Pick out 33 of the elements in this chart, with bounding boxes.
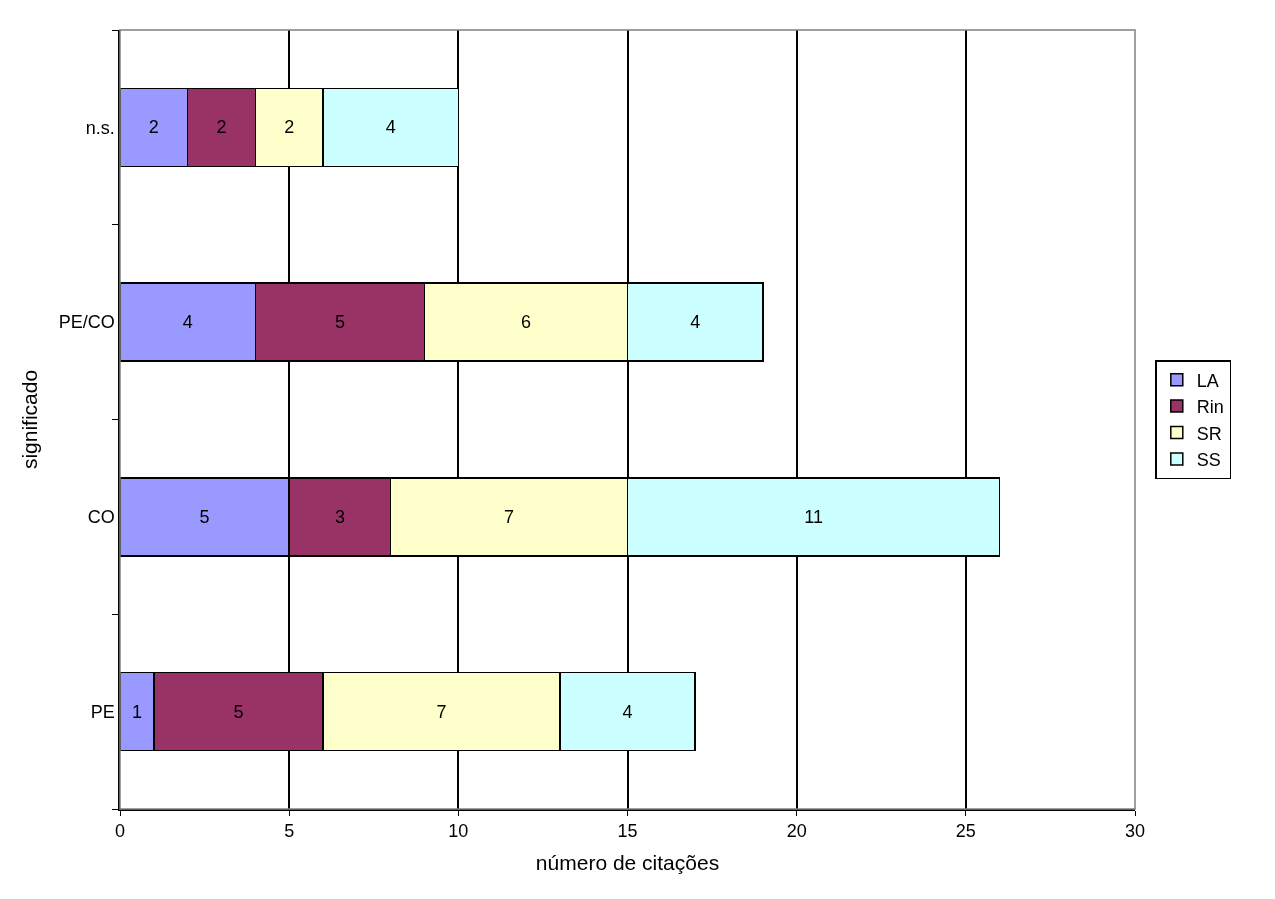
data-label: 3 <box>334 506 345 527</box>
data-label: 7 <box>436 701 447 722</box>
data-label: 2 <box>148 117 159 138</box>
x-tick-label: 15 <box>617 821 638 842</box>
y-tick-label: PE <box>90 701 115 722</box>
y-tick-label: n.s. <box>85 117 115 138</box>
x-tick-label: 10 <box>448 821 469 842</box>
x-tick-label: 5 <box>284 821 295 842</box>
x-axis-title: número de citações <box>535 851 720 875</box>
data-label: 4 <box>622 701 633 722</box>
data-label: 5 <box>233 701 244 722</box>
data-label: 7 <box>504 506 515 527</box>
x-tick-label: 20 <box>786 821 807 842</box>
y-tick-label: CO <box>87 507 115 528</box>
x-tick-label: 30 <box>1124 821 1146 842</box>
data-label: 4 <box>385 117 396 138</box>
data-label: 4 <box>690 312 701 333</box>
legend-label: SR <box>1196 423 1222 444</box>
legend-label: LA <box>1196 370 1219 391</box>
data-label: 4 <box>182 312 193 333</box>
data-label: 6 <box>520 312 532 333</box>
y-axis-title: significado <box>18 369 42 470</box>
data-label: 1 <box>131 701 142 722</box>
data-label: 5 <box>334 312 345 333</box>
legend-label: Rin <box>1196 397 1224 418</box>
data-label: 11 <box>804 506 823 527</box>
x-tick-label: 0 <box>114 821 126 842</box>
x-tick-label: 25 <box>955 821 976 842</box>
data-label: 5 <box>199 506 210 527</box>
legend-label: SS <box>1196 449 1221 470</box>
data-label: 2 <box>216 117 227 138</box>
y-tick-label: PE/CO <box>58 312 115 333</box>
data-label: 2 <box>284 117 295 138</box>
